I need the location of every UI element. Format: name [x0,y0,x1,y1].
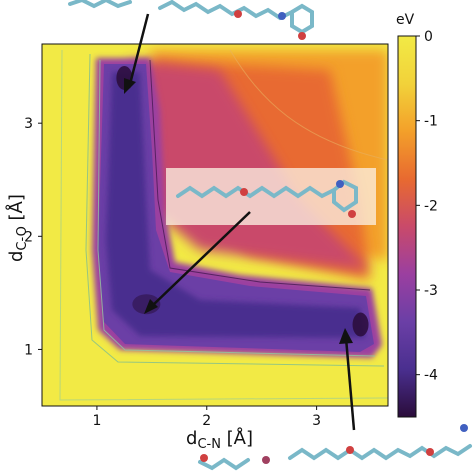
y-tick-label: 3 [24,116,33,132]
arrow-top-line [127,13,150,89]
x-axis-label: dC-N [Å] [186,427,253,452]
x-axis-ticks: 1 2 3 [92,406,321,429]
x-tick-label: 3 [312,413,321,429]
energy-surface [59,49,388,401]
contour-line-2 [85,53,385,367]
arrow-bottom-line [344,337,356,431]
deep-basin [106,72,366,338]
bottom-molecule-drawing [198,424,472,471]
arrow-top-head [124,78,136,94]
minima-layer [116,65,369,337]
colorbar-tick-label: -1 [424,114,438,130]
colorbar-ticks: 0 -1 -2 -3 -4 [416,29,438,384]
inset-molecule-box [166,168,376,225]
contour-line-3 [149,59,371,291]
contour-line-4 [59,49,388,401]
plot-frame [41,43,389,407]
colorbar: eV 0 -1 -2 -3 -4 [396,12,438,418]
energy-minimum-2 [352,312,369,337]
arrow-middle-head [144,299,158,314]
arrows [124,13,356,431]
colorbar-label: eV [396,12,415,28]
y-tick-label: 1 [24,342,33,358]
plot-area [41,43,389,407]
colorbar-tick-label: -2 [424,198,438,214]
y-axis-label: dC-O [Å] [5,194,30,262]
top-molecule-drawing [68,0,314,40]
arrow-bottom-head [339,328,353,344]
y-tick-label: 2 [24,229,33,245]
y-axis-ticks: 1 2 3 [24,116,42,358]
colorbar-tick-label: 0 [424,29,433,45]
colorbar-tick-label: -3 [424,283,438,299]
x-tick-label: 1 [92,413,101,429]
arrow-middle-line [151,211,251,307]
contour-line-1 [97,59,376,357]
purple-basin [98,64,374,352]
colorbar-bar [397,35,417,418]
contour-line-5 [229,49,388,161]
inset-molecule-drawing [176,179,358,218]
colorbar-tick-label: -4 [424,368,438,384]
x-tick-label: 2 [202,413,211,429]
